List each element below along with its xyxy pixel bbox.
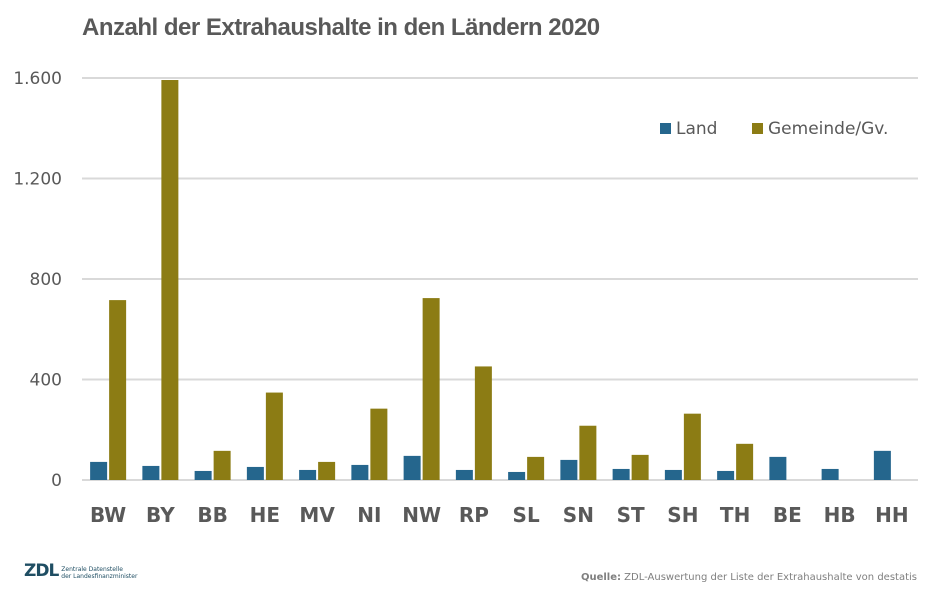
bar-gemeinde-gv--rp [474, 366, 492, 480]
bar-land-hb [821, 468, 839, 480]
x-tick-label: SH [667, 503, 698, 527]
bar-land-bw [90, 461, 108, 480]
bar-land-mv [299, 469, 317, 480]
legend: Land Gemeinde/Gv. [660, 119, 888, 139]
bar-land-sh [664, 469, 682, 480]
bar-gemeinde-gv--th [736, 443, 754, 480]
x-tick-label: SL [513, 503, 540, 527]
bar-gemeinde-gv--he [265, 392, 283, 480]
bar-land-be [769, 456, 787, 480]
legend-swatch-1 [752, 123, 763, 134]
y-tick-label: 0 [51, 471, 62, 491]
x-tick-label: SN [563, 503, 594, 527]
logo-mark: ZDL [24, 561, 59, 581]
x-tick-label: HE [250, 503, 280, 527]
x-tick-label: MV [299, 503, 335, 527]
x-tick-label: NI [357, 503, 381, 527]
bar-land-sn [560, 459, 578, 480]
x-tick-label: BW [90, 503, 126, 527]
legend-label-1: Gemeinde/Gv. [768, 119, 888, 139]
bar-land-th [717, 470, 735, 480]
bar-gemeinde-gv--bw [109, 300, 127, 480]
source-note: Quelle: ZDL-Auswertung der Liste der Ext… [581, 572, 917, 583]
y-axis-ticks: 0 400 800 1.200 1.600 [13, 69, 62, 491]
bar-gemeinde-gv--sl [527, 456, 545, 480]
bar-land-bb [194, 470, 212, 480]
x-tick-label: RP [459, 503, 489, 527]
x-axis-ticks: BW BY BB HE MV NI NW RP SL SN ST SH TH BE HB HH [90, 503, 909, 527]
x-tick-label: BB [197, 503, 228, 527]
bar-gemeinde-gv--nw [422, 298, 440, 480]
y-tick-label: 800 [30, 270, 62, 290]
source-text: ZDL-Auswertung der Liste der Extrahausha… [621, 572, 917, 583]
x-tick-label: ST [617, 503, 645, 527]
bar-land-ni [351, 464, 369, 480]
y-tick-label: 1.200 [13, 170, 62, 190]
bar-gemeinde-gv--by [161, 80, 179, 480]
bar-land-rp [455, 469, 473, 480]
x-tick-label: NW [402, 503, 441, 527]
y-tick-label: 400 [30, 371, 62, 391]
logo-text: Zentrale Datenstelle der Landesfinanzmin… [61, 566, 137, 580]
bar-gemeinde-gv--sh [683, 413, 701, 480]
bar-gemeinde-gv--bb [213, 450, 231, 480]
x-tick-label: HH [875, 503, 908, 527]
logo-line-2: der Landesfinanzminister [61, 573, 138, 580]
bar-land-by [142, 465, 160, 480]
y-tick-label: 1.600 [13, 69, 62, 89]
x-tick-label: BY [146, 503, 175, 527]
legend-label-0: Land [676, 119, 717, 139]
source-label: Quelle: [580, 572, 621, 583]
bar-land-st [612, 468, 630, 480]
bar-gemeinde-gv--ni [370, 408, 388, 480]
bar-land-hh [873, 450, 891, 480]
x-tick-label: BE [773, 503, 802, 527]
chart-title: Anzahl der Extrahaushalte in den Ländern… [82, 14, 600, 41]
bar-land-he [246, 466, 264, 480]
logo-line-1: Zentrale Datenstelle [61, 566, 123, 573]
bar-gemeinde-gv--sn [579, 425, 597, 480]
bar-gemeinde-gv--st [631, 454, 649, 480]
x-tick-label: HB [824, 503, 856, 527]
zdl-logo: ZDL Zentrale Datenstelle der Landesfinan… [24, 561, 137, 581]
bar-gemeinde-gv--mv [318, 461, 336, 480]
x-tick-label: TH [720, 503, 750, 527]
bar-land-sl [508, 471, 526, 480]
legend-swatch-0 [660, 123, 671, 134]
bar-land-nw [403, 455, 421, 480]
bars [90, 80, 891, 480]
